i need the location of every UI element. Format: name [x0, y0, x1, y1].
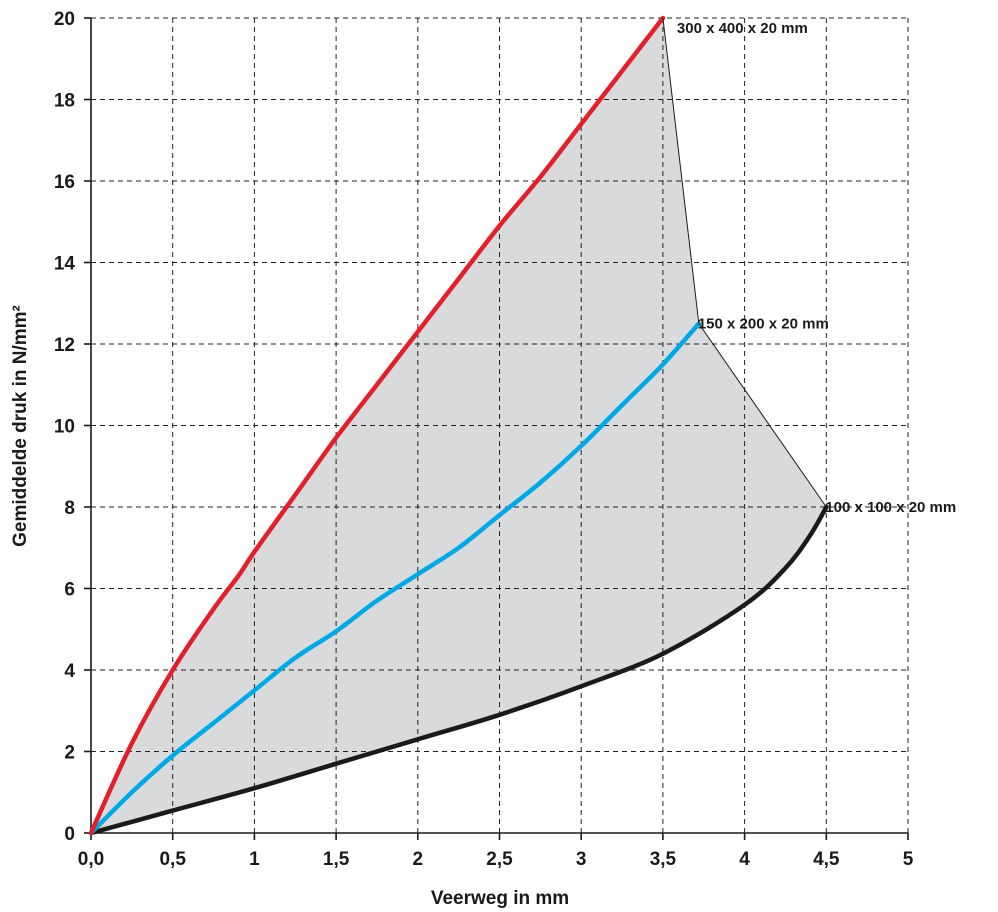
axes — [84, 17, 909, 840]
y-tick-label: 6 — [64, 580, 75, 601]
x-tick-label: 0,0 — [78, 849, 104, 870]
x-tick-label: 4 — [739, 849, 750, 870]
y-tick-label: 20 — [54, 9, 75, 30]
y-tick-label: 10 — [54, 417, 75, 438]
series-lines — [88, 15, 829, 836]
x-tick-labels: 0,0 0,5 1 1,5 2 2,5 3 3,5 4 4,5 5 — [78, 849, 914, 870]
y-tick-label: 14 — [54, 254, 76, 275]
y-tick-label: 8 — [64, 498, 75, 519]
y-axis-title: Gemiddelde druk in N/mm² — [10, 305, 31, 547]
shaded-region-area — [91, 18, 827, 833]
x-axis-title: Veerweg in mm — [431, 888, 569, 909]
y-tick-label: 4 — [64, 661, 75, 682]
endpoint-connector-lines — [662, 17, 827, 508]
series-line-150x200x20mm — [88, 321, 702, 836]
x-tick-label: 1,5 — [323, 849, 350, 870]
series-labels: 300 x 400 x 20 mm 150 x 200 x 20 mm 100 x … — [677, 20, 956, 516]
x-tick-label: 0,5 — [159, 849, 186, 870]
x-tick-label: 3 — [576, 849, 587, 870]
y-tick-labels: 0 2 4 6 8 10 12 14 16 18 20 — [54, 9, 76, 845]
y-tick-label: 18 — [54, 91, 75, 112]
y-tick-label: 0 — [64, 824, 75, 845]
y-tick-label: 12 — [54, 335, 75, 356]
y-tick-label: 16 — [54, 172, 75, 193]
series-line-100x100x20mm — [88, 504, 829, 836]
shaded-envelope-region — [91, 18, 827, 833]
series-line-300x400x20mm — [88, 15, 666, 836]
x-tick-label: 2 — [413, 849, 424, 870]
x-tick-label: 5 — [903, 849, 914, 870]
x-tick-label: 4,5 — [813, 849, 840, 870]
connector-line-top — [662, 17, 700, 324]
x-tick-label: 3,5 — [650, 849, 677, 870]
series-label: 100 x 100 x 20 mm — [825, 499, 956, 516]
y-tick-label: 2 — [64, 743, 75, 764]
connector-line-bottom — [698, 323, 827, 508]
series-label: 300 x 400 x 20 mm — [677, 20, 808, 37]
series-label: 150 x 200 x 20 mm — [698, 316, 829, 333]
x-tick-label: 1 — [249, 849, 260, 870]
x-tick-label: 2,5 — [486, 849, 513, 870]
